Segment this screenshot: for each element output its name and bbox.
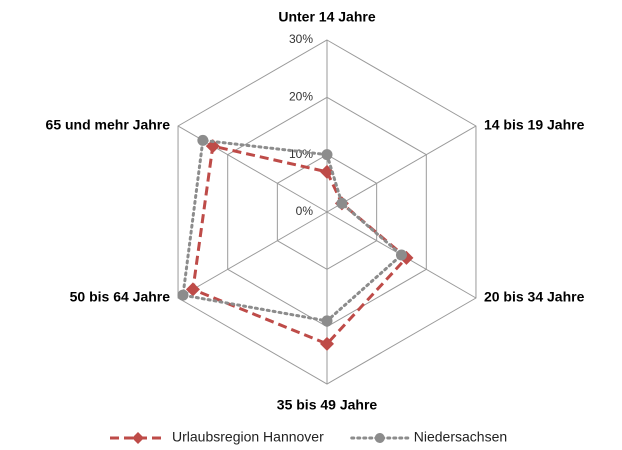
r-tick-label: 10% xyxy=(289,147,313,161)
marker xyxy=(185,282,200,297)
legend-label: Urlaubsregion Hannover xyxy=(172,429,324,445)
marker xyxy=(395,249,407,261)
legend-marker xyxy=(374,433,385,443)
legend-label: Niedersachsen xyxy=(414,429,507,445)
category-label: 65 und mehr Jahre xyxy=(46,117,171,133)
category-label: 20 bis 34 Jahre xyxy=(484,289,585,305)
r-tick-label: 0% xyxy=(296,204,314,218)
axis-spoke xyxy=(177,211,328,299)
axis-spoke xyxy=(326,125,477,213)
marker xyxy=(320,336,334,351)
marker xyxy=(321,149,333,161)
r-tick-label: 30% xyxy=(289,32,313,46)
marker xyxy=(336,197,348,209)
marker xyxy=(197,134,209,146)
category-label: 35 bis 49 Jahre xyxy=(277,397,378,413)
series-line xyxy=(191,144,409,346)
marker xyxy=(177,289,189,301)
series-line xyxy=(181,138,404,323)
category-label: 14 bis 19 Jahre xyxy=(484,117,585,133)
marker xyxy=(321,315,333,327)
legend-marker xyxy=(132,432,144,444)
r-tick-label: 20% xyxy=(289,90,313,104)
category-label: Unter 14 Jahre xyxy=(278,9,375,25)
category-label: 50 bis 64 Jahre xyxy=(70,289,171,305)
